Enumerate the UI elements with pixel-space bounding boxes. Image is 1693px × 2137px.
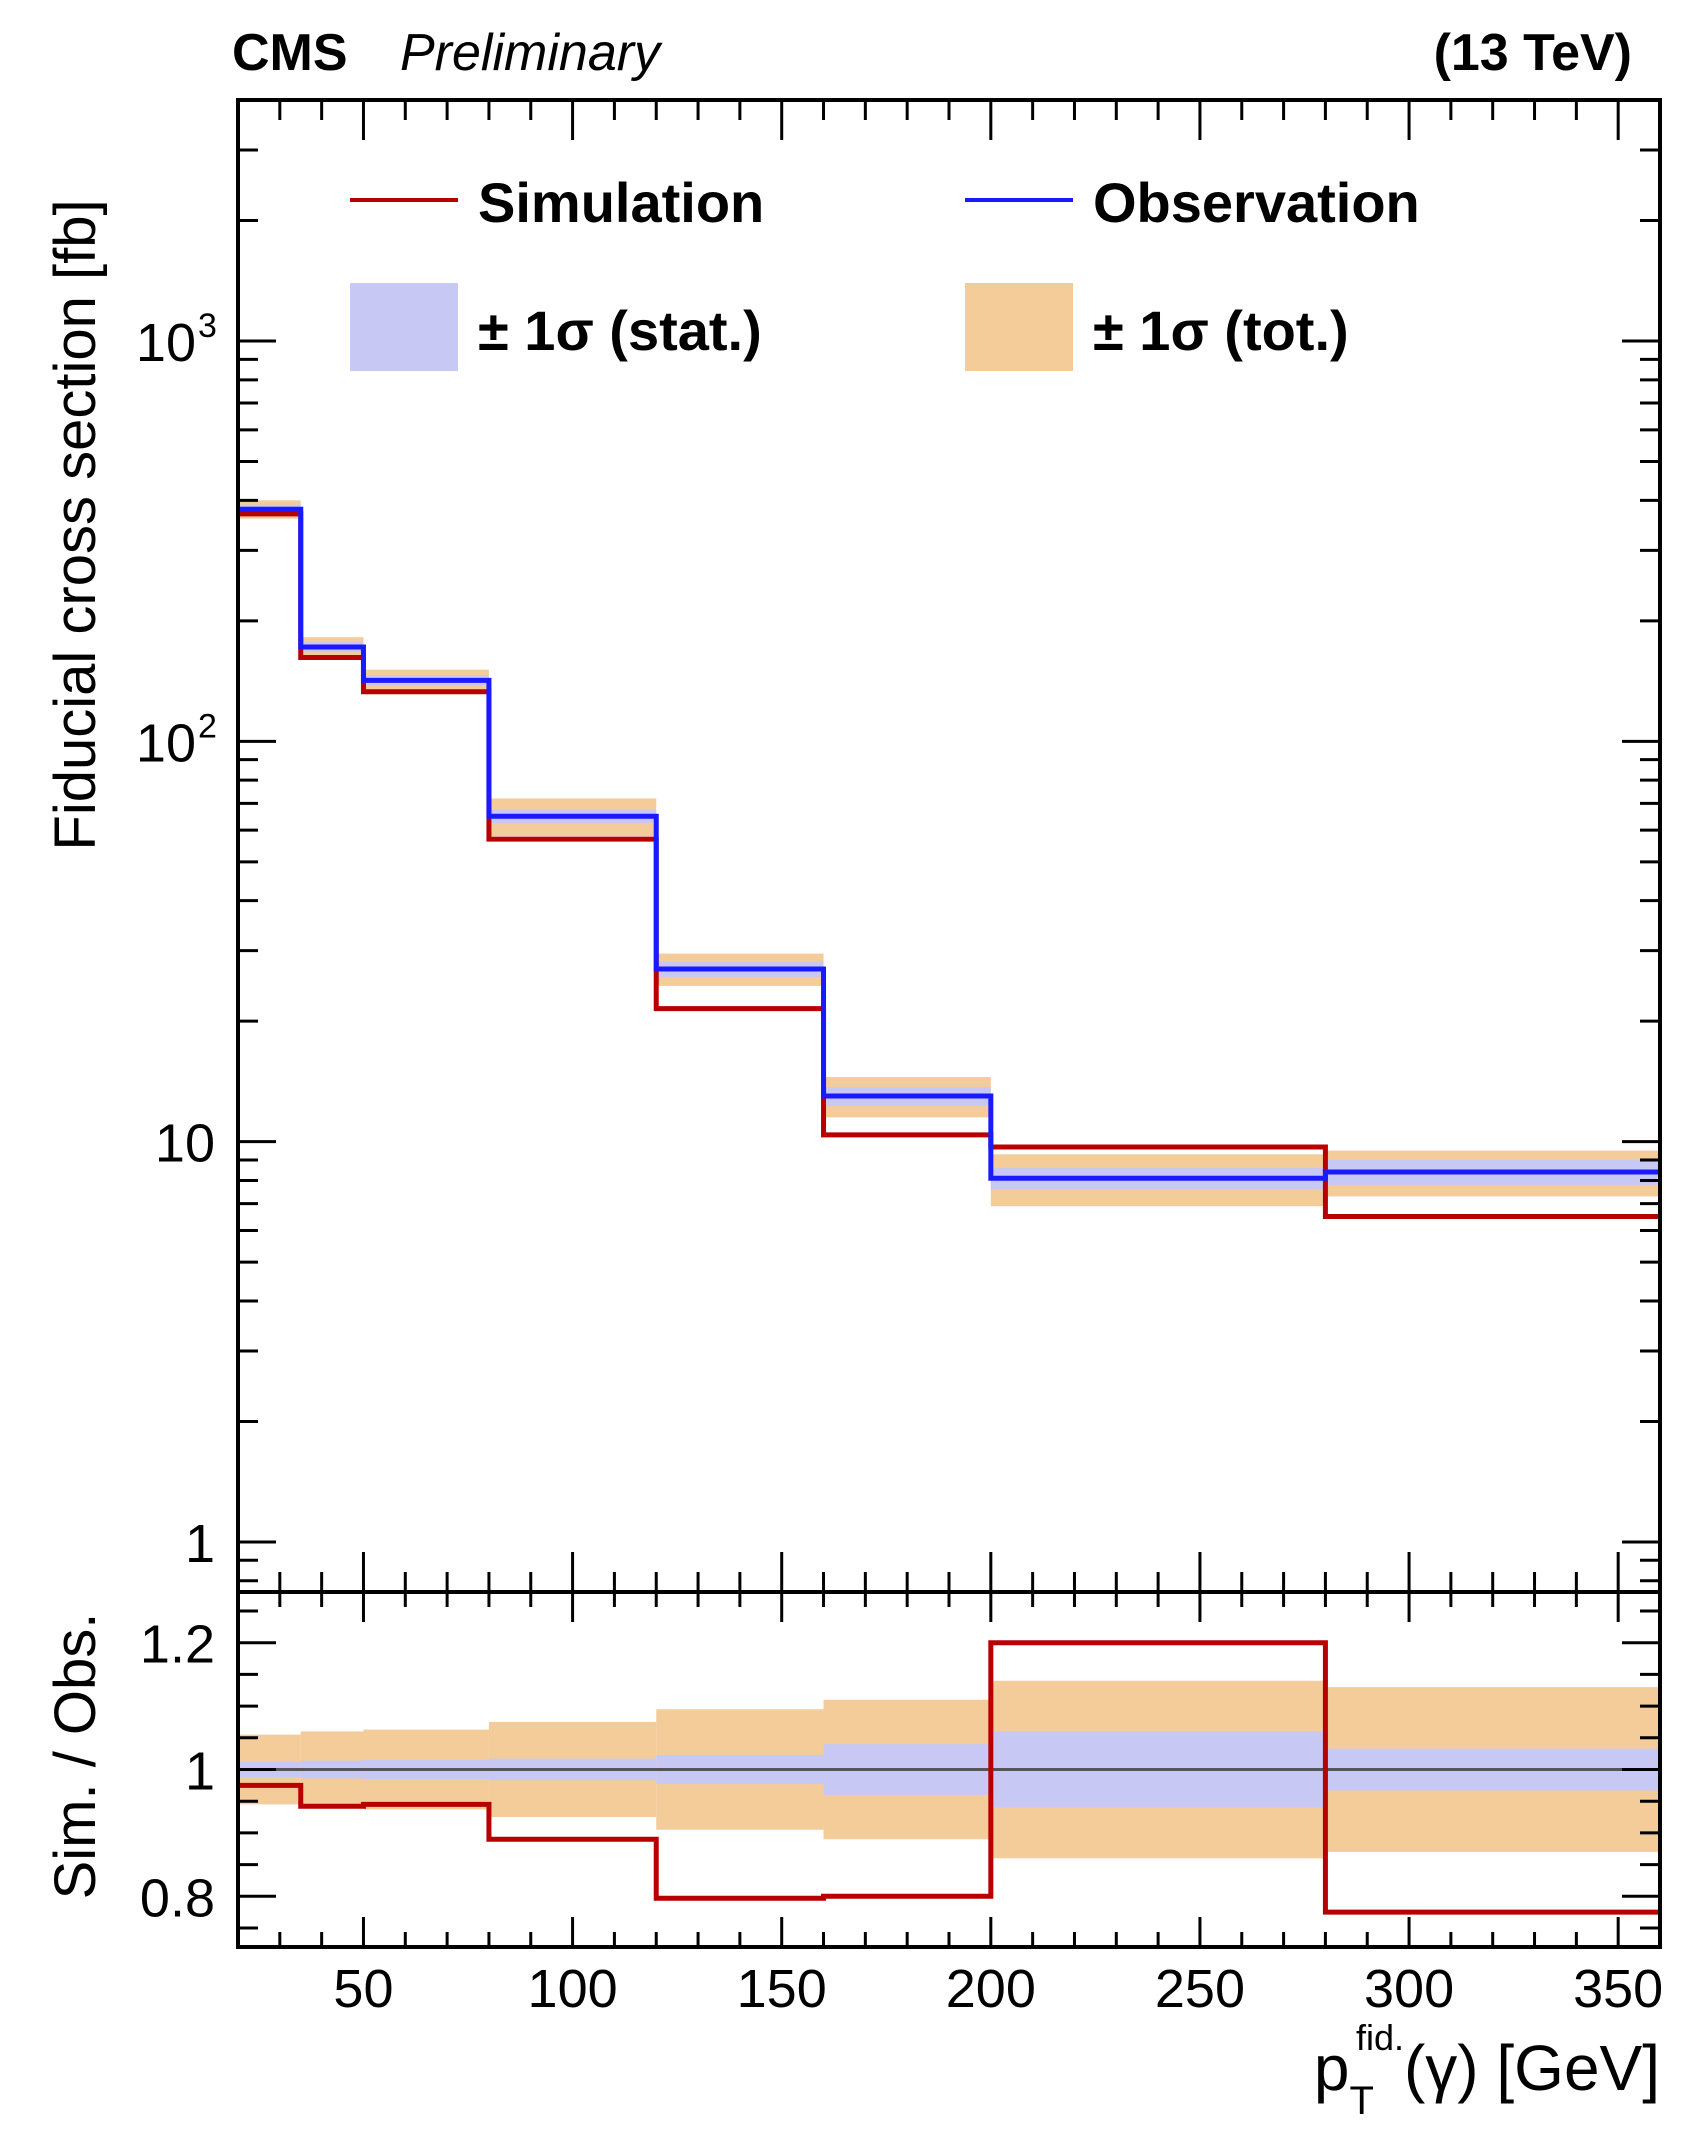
x-tick-label: 300: [1364, 1959, 1454, 2019]
ratio-histogram: [238, 1640, 1660, 1915]
main-bands: [238, 500, 1660, 1207]
y-tick-label: 10: [155, 1114, 215, 1174]
ratio-y-axis-title: Sim. / Obs.: [43, 1613, 108, 1900]
y-tick-label: 1: [185, 1514, 215, 1574]
plot-area-layer: [238, 500, 1660, 1915]
legend-observation-label: Observation: [1093, 171, 1420, 234]
x-tick-label: 100: [528, 1959, 618, 2019]
x-axis-title-sub: T: [1350, 2079, 1374, 2123]
x-tick-label: 350: [1573, 1959, 1663, 2019]
x-axis: 50 100 150 200 250 300 350: [236, 100, 1663, 2019]
observation-histogram: [238, 506, 1660, 1181]
y-tick-label: 10: [136, 713, 196, 773]
x-tick-label: 200: [946, 1959, 1036, 2019]
x-tick-label: 250: [1155, 1959, 1245, 2019]
legend-stat-label: ± 1σ (stat.): [478, 299, 762, 362]
experiment-label: CMS: [232, 24, 348, 82]
ratio-y-tick-label: 1.2: [140, 1615, 215, 1675]
ratio-y-axis: 0.8 1 1.2: [140, 1609, 1660, 1930]
main-y-axis-title: Fiducial cross section [fb]: [43, 199, 108, 850]
x-axis-title: pTfid.(γ) [GeV]: [1314, 2017, 1660, 2123]
y-tick-label: 10: [136, 313, 196, 373]
ratio-y-tick-label: 0.8: [140, 1868, 215, 1928]
x-axis-title-tail: (γ) [GeV]: [1404, 2032, 1660, 2104]
status-label: Preliminary: [400, 24, 663, 82]
x-tick-label: 150: [737, 1959, 827, 2019]
legend-tot-swatch: [965, 283, 1073, 371]
legend-tot-label: ± 1σ (tot.): [1093, 299, 1349, 362]
y-tick-exponent: 3: [198, 307, 217, 345]
ratio-y-tick-label: 1: [185, 1742, 215, 1802]
x-axis-title-main: p: [1314, 2032, 1350, 2104]
legend-simulation-label: Simulation: [478, 171, 764, 234]
legend-stat-swatch: [350, 283, 458, 371]
legend: Simulation Observation ± 1σ (stat.) ± 1σ…: [350, 171, 1420, 371]
x-tick-label: 50: [333, 1959, 393, 2019]
energy-label: (13 TeV): [1434, 24, 1632, 82]
x-axis-title-sup: fid.: [1356, 2017, 1404, 2058]
y-tick-exponent: 2: [198, 707, 217, 745]
